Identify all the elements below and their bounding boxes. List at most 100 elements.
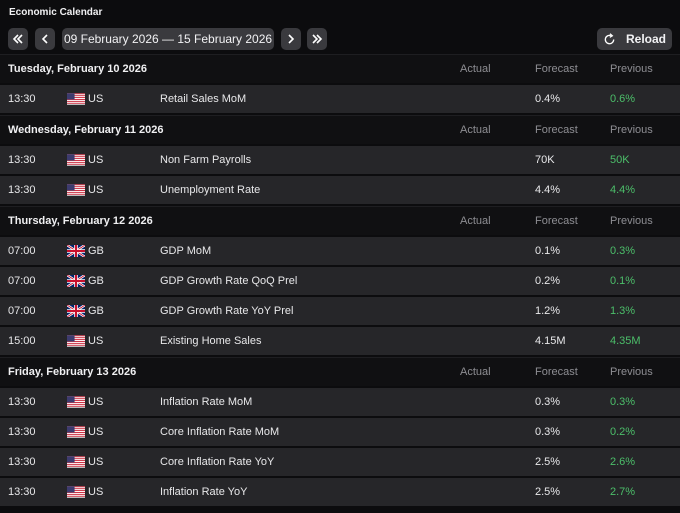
country-code: US <box>88 426 104 438</box>
forecast-value: 2.5% <box>535 486 561 498</box>
prev-week-button[interactable] <box>35 28 55 50</box>
country-code: GB <box>88 305 104 317</box>
day-header: Friday, February 13 2026 Actual Forecast Pr… <box>0 357 680 386</box>
column-label: Previous <box>610 215 653 227</box>
forecast-value: 70K <box>535 154 555 166</box>
date-range[interactable]: 09 February 2026 — 15 February 2026 <box>62 28 274 50</box>
event-name: Inflation Rate YoY <box>160 486 248 498</box>
flag <box>67 275 85 287</box>
country-code: US <box>88 396 104 408</box>
previous-value: 1.3% <box>610 305 636 317</box>
reload-label: Reload <box>625 32 666 46</box>
flag <box>67 456 85 468</box>
day-header: Tuesday, February 10 2026 Actual Forecast P… <box>0 54 680 83</box>
flag <box>67 486 85 498</box>
country-code: US <box>88 154 104 166</box>
event-row: 13:30 US Inflation Rate YoY 2.5% 2.7% <box>0 478 680 506</box>
last-week-button[interactable] <box>307 28 327 50</box>
event-row: 13:30 US Core Inflation Rate MoM 0.3% 0.2% <box>0 418 680 446</box>
event-row: 13:30 US Unemployment Rate 4.4% 4.4% <box>0 176 680 204</box>
event-time: 13:30 <box>8 486 36 498</box>
event-time: 13:30 <box>8 184 36 196</box>
double-right-icon <box>312 34 323 44</box>
event-time: 13:30 <box>8 426 36 438</box>
flag <box>67 305 85 317</box>
right-icon <box>288 34 295 44</box>
forecast-value: 2.5% <box>535 456 561 468</box>
country-code: US <box>88 335 104 347</box>
event-time: 13:30 <box>8 93 36 105</box>
event-time: 07:00 <box>8 305 36 317</box>
country-code: US <box>88 93 104 105</box>
event-time: 13:30 <box>8 456 36 468</box>
left-icon <box>41 34 48 44</box>
event-name: Retail Sales MoM <box>160 93 247 105</box>
forecast-value: 4.4% <box>535 184 561 196</box>
event-row: 07:00 GB GDP Growth Rate YoY Prel 1.2% 1.3% <box>0 297 680 325</box>
country-code: US <box>88 456 104 468</box>
event-time: 13:30 <box>8 396 36 408</box>
country-code: US <box>88 486 104 498</box>
event-row: 13:30 US Non Farm Payrolls 70K 50K <box>0 146 680 174</box>
forecast-value: 1.2% <box>535 305 561 317</box>
event-time: 15:00 <box>8 335 36 347</box>
country-code: US <box>88 184 104 196</box>
day-header: Wednesday, February 11 2026 Actual Forecas… <box>0 115 680 144</box>
previous-value: 0.2% <box>610 426 636 438</box>
event-name: Unemployment Rate <box>160 184 261 196</box>
column-label: Forecast <box>535 366 578 378</box>
previous-value: 2.6% <box>610 456 636 468</box>
event-name: Existing Home Sales <box>160 335 262 347</box>
forecast-value: 0.2% <box>535 275 561 287</box>
event-row: 13:30 US Core Inflation Rate YoY 2.5% 2.6% <box>0 448 680 476</box>
column-label: Forecast <box>535 124 578 136</box>
forecast-value: 0.3% <box>535 426 561 438</box>
column-label: Actual <box>460 215 491 227</box>
previous-value: 0.3% <box>610 396 636 408</box>
event-name: Core Inflation Rate MoM <box>160 426 280 438</box>
double-left-icon <box>12 34 23 44</box>
column-label: Forecast <box>535 215 578 227</box>
column-label: Previous <box>610 366 653 378</box>
previous-value: 0.1% <box>610 275 636 287</box>
flag <box>67 335 85 347</box>
column-label: Actual <box>460 366 491 378</box>
day-date: Tuesday, February 10 2026 <box>8 63 147 75</box>
country-code: GB <box>88 245 104 257</box>
event-row: 15:00 US Existing Home Sales 4.15M 4.35M <box>0 327 680 355</box>
column-label: Actual <box>460 124 491 136</box>
forecast-value: 4.15M <box>535 335 566 347</box>
previous-value: 4.4% <box>610 184 636 196</box>
flag <box>67 245 85 257</box>
event-name: Core Inflation Rate YoY <box>160 456 275 468</box>
event-name: Non Farm Payrolls <box>160 154 252 166</box>
next-week-button[interactable] <box>281 28 301 50</box>
first-week-button[interactable] <box>8 28 28 50</box>
column-label: Actual <box>460 63 491 75</box>
flag <box>67 154 85 166</box>
day-date: Wednesday, February 11 2026 <box>8 124 164 136</box>
event-name: GDP Growth Rate YoY Prel <box>160 305 294 317</box>
column-label: Previous <box>610 63 653 75</box>
forecast-value: 0.3% <box>535 396 561 408</box>
reload-button[interactable]: Reload <box>597 28 672 50</box>
column-label: Previous <box>610 124 653 136</box>
previous-value: 0.6% <box>610 93 636 105</box>
event-row: 07:00 GB GDP Growth Rate QoQ Prel 0.2% 0.1% <box>0 267 680 295</box>
flag <box>67 426 85 438</box>
event-time: 07:00 <box>8 275 36 287</box>
event-time: 13:30 <box>8 154 36 166</box>
event-name: GDP Growth Rate QoQ Prel <box>160 275 298 287</box>
flag <box>67 184 85 196</box>
day-date: Friday, February 13 2026 <box>8 366 137 378</box>
column-label: Forecast <box>535 63 578 75</box>
reload-icon <box>604 32 615 44</box>
event-row: 13:30 US Inflation Rate MoM 0.3% 0.3% <box>0 388 680 416</box>
title: Economic Calendar <box>9 7 103 18</box>
event-name: Inflation Rate MoM <box>160 396 253 408</box>
day-date: Thursday, February 12 2026 <box>8 215 153 227</box>
forecast-value: 0.1% <box>535 245 561 257</box>
event-name: GDP MoM <box>160 245 212 257</box>
event-row: 13:30 US Retail Sales MoM 0.4% 0.6% <box>0 85 680 113</box>
